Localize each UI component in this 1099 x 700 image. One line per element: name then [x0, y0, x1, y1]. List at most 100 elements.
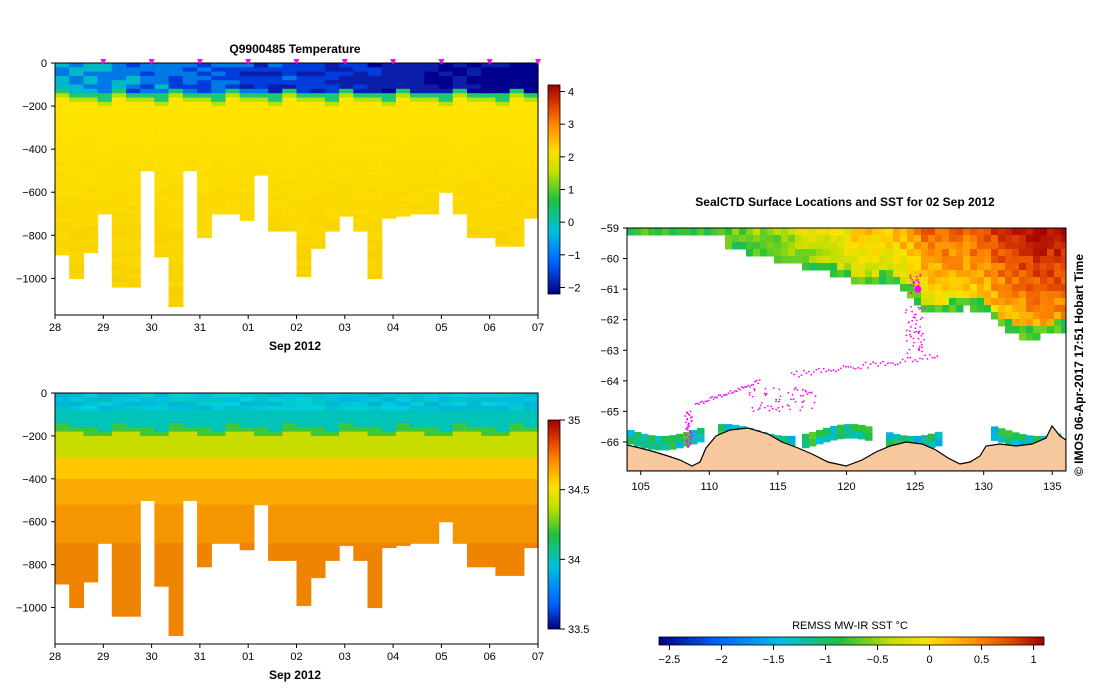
current-location-marker [914, 285, 922, 293]
section-cell [168, 624, 184, 630]
section-cell [310, 170, 326, 176]
sst-cell [956, 242, 964, 250]
section-cell [83, 243, 99, 249]
section-cell [111, 496, 127, 501]
sst-cell [802, 440, 810, 449]
section-cell [225, 63, 241, 68]
section-cell [140, 410, 155, 416]
section-cell [83, 166, 99, 172]
section-cell [154, 183, 170, 189]
section-cell [495, 457, 511, 463]
section-cell [353, 97, 369, 103]
sst-cell [907, 256, 915, 264]
section-cell [239, 474, 255, 480]
section-cell [324, 166, 340, 172]
section-cell [395, 448, 411, 454]
section-cell [324, 521, 340, 527]
section-cell [126, 470, 141, 476]
section-cell [168, 491, 184, 497]
section-cell [97, 127, 113, 133]
section-cell [197, 530, 212, 536]
section-cell [438, 401, 454, 407]
section-cell [168, 521, 184, 527]
y-tick-label: −800 [22, 560, 47, 572]
sst-cell [1047, 242, 1055, 250]
section-cell [410, 175, 425, 180]
track-point [909, 330, 911, 333]
section-cell [452, 530, 468, 536]
section-cell [438, 440, 454, 446]
section-cell [495, 435, 511, 441]
section-cell [367, 586, 383, 591]
section-cell [381, 97, 397, 103]
section-cell [424, 423, 440, 428]
section-cell [97, 530, 113, 536]
sst-cell [1019, 305, 1027, 313]
section-cell [324, 136, 340, 142]
section-cell [367, 149, 383, 155]
section-cell [424, 465, 440, 471]
sst-cell [977, 298, 985, 306]
track-point [919, 326, 921, 328]
section-cell [424, 101, 440, 107]
sst-cell [1026, 319, 1034, 327]
section-cell [69, 119, 84, 124]
x-tick-label: 28 [49, 651, 61, 663]
section-cell [69, 131, 84, 137]
section-cell [381, 110, 397, 116]
section-cell [523, 63, 539, 68]
section-cell [367, 170, 383, 176]
track-point [808, 391, 811, 394]
section-cell [126, 521, 141, 527]
section-cell [197, 114, 212, 120]
section-cell [495, 431, 511, 437]
section-cell [168, 547, 184, 553]
section-cell [310, 153, 326, 159]
section-cell [324, 427, 340, 433]
track-point [909, 356, 912, 359]
section-cell [111, 114, 127, 120]
section-cell [55, 136, 70, 142]
colorbar-tick-label: 35 [568, 415, 580, 427]
sst-cell [809, 249, 817, 257]
sst-cell [907, 291, 915, 299]
section-cell [126, 243, 141, 249]
section-cell [282, 179, 298, 185]
section-cell [168, 114, 184, 120]
section-cell [126, 504, 141, 510]
section-cell [211, 119, 227, 124]
sst-cell [893, 270, 901, 278]
section-cell [438, 457, 454, 463]
section-cell [296, 71, 312, 77]
section-cell [111, 568, 127, 574]
section-cell [395, 93, 411, 99]
track-point [749, 386, 751, 388]
sst-cell [1012, 284, 1020, 292]
section-cell [438, 175, 454, 180]
track-point [919, 357, 921, 360]
section-cell [55, 205, 70, 211]
section-cell [97, 170, 113, 176]
colorbar-tick-label: 34.5 [568, 485, 589, 497]
sst-cell [1026, 435, 1034, 443]
section-cell [83, 110, 99, 116]
track-point [803, 369, 805, 372]
section-cell [523, 170, 539, 176]
section-cell [69, 483, 84, 488]
section-cell [239, 218, 255, 221]
section-cell [353, 496, 369, 501]
sst-cell [858, 263, 866, 271]
section-cell [140, 71, 155, 77]
sst-cell [1033, 291, 1041, 299]
section-cell [197, 162, 212, 167]
section-cell [197, 218, 212, 223]
section-cell [140, 144, 155, 150]
track-point [767, 405, 769, 407]
section-cell [481, 556, 496, 561]
section-cell [296, 590, 312, 596]
section-cell [523, 127, 539, 133]
section-cell [495, 470, 511, 476]
track-point [772, 387, 775, 389]
section-cell [126, 414, 141, 420]
track-point [788, 405, 791, 407]
